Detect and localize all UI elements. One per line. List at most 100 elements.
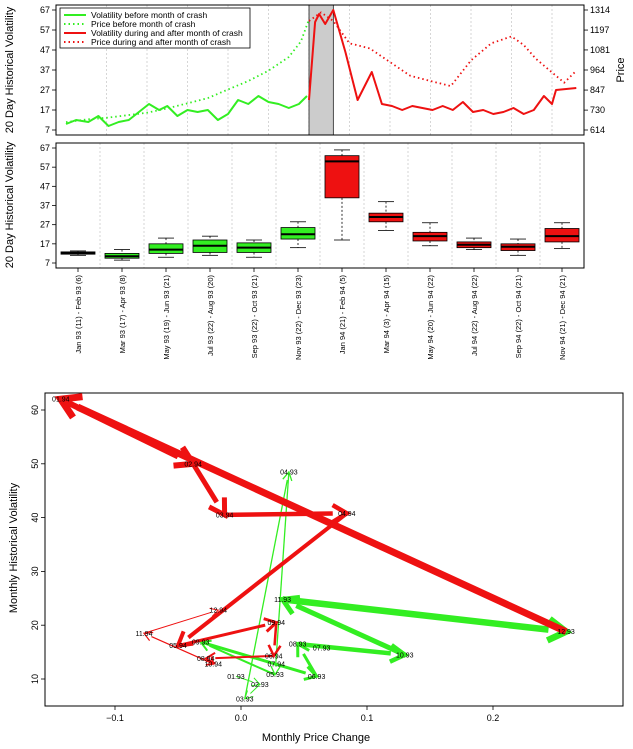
y2-tick-label: 614	[590, 125, 605, 135]
arrow-02.94-to-03.94	[190, 462, 228, 520]
arrow-shaft	[250, 684, 261, 694]
arrow-shaft	[187, 511, 349, 640]
y-tick-label: 10	[30, 674, 40, 684]
x-tick-label: Sep 93 (22) - Oct 93 (21)	[250, 275, 259, 359]
legend-label: Volatility before month of crash	[91, 10, 208, 20]
arrow-head	[207, 497, 228, 520]
y-tick-label: 30	[30, 566, 40, 576]
top-y-axis-label: 20 Day Historical Volatility	[4, 6, 16, 133]
point-label: 06.93	[308, 674, 326, 681]
arrow-08.94-to-10.94	[205, 656, 215, 666]
arrow-09.94-to-06.94	[267, 622, 282, 659]
boxplot-y-axis: 7 17 27 37 47 57 67	[40, 143, 56, 268]
box-6	[324, 149, 360, 241]
point-label: 08.93	[289, 642, 307, 649]
y2-tick-label: 1197	[590, 25, 609, 35]
box-body	[324, 155, 360, 199]
arrow-shaft	[282, 596, 549, 633]
point-label: 05.94	[169, 643, 187, 650]
x-tick-label: Nov 93 (22) - Dec 93 (23)	[294, 275, 303, 361]
top-y-axis: 7 17 27 37 47 57 67	[40, 5, 56, 135]
box-4	[236, 239, 272, 258]
y-tick-label: 47	[40, 181, 50, 191]
y-tick-label: 40	[30, 513, 40, 523]
arrow-06.93-to-08.93	[296, 641, 318, 678]
boxplot-y-axis-label: 20 Day Historical Volatility	[4, 141, 16, 268]
arrow-shaft	[205, 657, 210, 662]
box-0	[60, 250, 96, 256]
y-tick-label: 27	[40, 220, 50, 230]
y2-tick-label: 847	[590, 85, 605, 95]
y-tick-label: 67	[40, 143, 50, 153]
arrow-shaft	[297, 641, 391, 656]
x-tick-label: Jan 94 (21) - Feb 94 (5)	[338, 275, 347, 355]
x-tick-label: Sep 94 (22) - Oct 94 (21)	[514, 275, 523, 359]
y-tick-label: 37	[40, 65, 50, 75]
point-label: 12.93	[557, 629, 575, 636]
legend-item-price-during: Price during and after month of crash	[64, 37, 231, 47]
y-tick-label: 37	[40, 201, 50, 211]
x-tick-label: 0.1	[361, 713, 374, 723]
legend-item-vol-before: Volatility before month of crash	[64, 10, 208, 20]
y-tick-label: 67	[40, 5, 50, 15]
point-label: 07.93	[313, 645, 331, 652]
scatter-panel: 01.93 02.93 03.93 04.93 05.93 06.93 07.93 08.93…	[8, 392, 624, 744]
y-tick-label: 20	[30, 620, 40, 630]
point-label: 02.94	[184, 461, 202, 468]
arrow-head	[54, 393, 83, 420]
scatter-frame	[44, 392, 624, 707]
x-tick-label: 0.2	[487, 713, 500, 723]
arrow-shaft	[190, 462, 219, 504]
series-vol_before	[65, 95, 308, 127]
arrow-shaft	[295, 603, 406, 658]
y-tick-label: 60	[30, 405, 40, 415]
y2-tick-label: 964	[590, 65, 605, 75]
point-label: 10.93	[396, 652, 414, 659]
arrow-head	[205, 656, 215, 666]
arrow-shaft	[224, 511, 333, 518]
series-vol_during	[308, 9, 577, 115]
box-8	[412, 222, 448, 247]
top-y2-axis-label: Price	[615, 57, 627, 82]
box-11	[544, 222, 580, 250]
arrow-shaft	[302, 653, 318, 678]
arrow-shaft	[244, 479, 288, 700]
point-label: 12.94	[210, 608, 228, 615]
point-label: 08.94	[197, 656, 215, 663]
point-label: 03.93	[236, 696, 254, 703]
x-tick-label: Jul 93 (22) - Aug 93 (20)	[206, 275, 215, 356]
arrow-head	[173, 445, 199, 469]
y-tick-label: 7	[45, 125, 50, 135]
arrow-11.94-to-12.94	[143, 607, 220, 634]
scatter-y-axis-label: Monthly Historical Volatility	[8, 482, 20, 613]
boxplot-x-axis: Jan 93 (11) - Feb 93 (6) Mar 93 (17) - Ap…	[74, 268, 567, 360]
y-tick-label: 27	[40, 85, 50, 95]
y-tick-label: 47	[40, 45, 50, 55]
legend: Volatility before month of crash Price b…	[59, 7, 251, 49]
y-tick-label: 57	[40, 25, 50, 35]
arrow-head	[209, 607, 220, 617]
y2-tick-label: 1314	[590, 5, 610, 15]
point-label: 11.94	[135, 631, 152, 638]
boxplot-grid	[99, 143, 541, 268]
scatter-y-axis: 10 20 30 40 50 60	[30, 405, 45, 684]
arrow-shaft	[209, 644, 276, 676]
point-label: 09.94	[268, 620, 286, 627]
point-label: 03.94	[216, 512, 234, 519]
scatter-x-axis: −0.1 0.0 0.1 0.2	[106, 706, 499, 723]
arrow-shaft	[59, 396, 180, 460]
point-label: 06.94	[265, 653, 283, 660]
x-tick-label: Nov 94 (21) - Dec 94 (21)	[558, 275, 567, 361]
boxplot-panel: 7 17 27 37 47 57 67 Jan 93 (11) - Feb 93 (6) Ma…	[4, 141, 585, 360]
box-1	[104, 249, 140, 261]
x-tick-label: Jan 93 (11) - Feb 93 (6)	[74, 275, 83, 354]
y-tick-label: 17	[40, 239, 50, 249]
x-tick-label: Jul 94 (22) - Aug 94 (22)	[470, 275, 479, 356]
legend-item-price-before: Price before month of crash	[64, 19, 196, 29]
scatter-arrows	[54, 393, 573, 700]
scatter-point-labels: 01.93 02.93 03.93 04.93 05.93 06.93 07.93 08.93…	[52, 397, 575, 704]
arrow-head	[263, 617, 280, 633]
legend-label: Volatility during and after month of cra…	[91, 28, 243, 38]
